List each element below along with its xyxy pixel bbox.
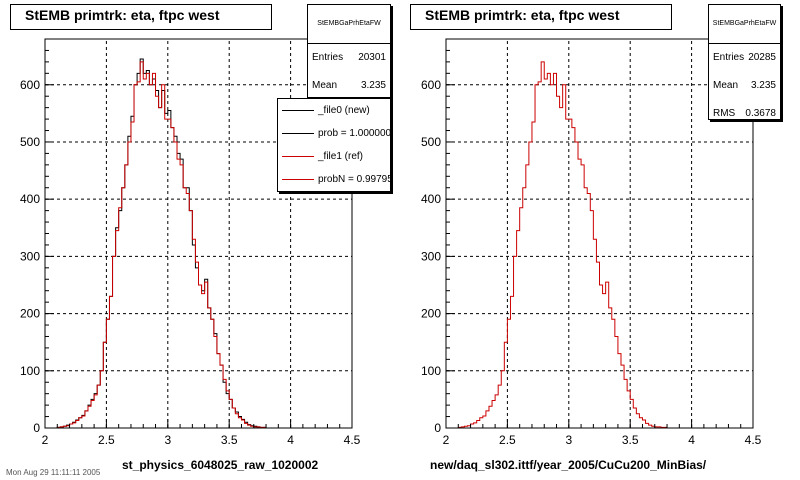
panel-1-xlabel: st_physics_6048025_raw_1020002 [122,458,319,472]
legend-line-red [282,156,314,157]
y-tick-label: 200 [421,307,441,321]
stats-row-entries: Entries 20285 [713,52,776,63]
y-tick-label: 400 [20,192,40,206]
legend-item: _file1 (ref) [278,145,390,168]
y-tick-label: 100 [20,364,40,378]
stats-row-mean: Mean 3.235 [312,80,386,91]
x-tick-label: 4.5 [344,433,361,447]
y-tick-label: 0 [434,421,441,435]
stats-row-mean: Mean 3.235 [713,80,776,91]
legend-item: prob = 1.000000 [278,122,390,145]
panel-1-stats-box: StEMBGaPrhEtaFW Entries 20301 Mean 3.235 [307,4,391,98]
x-tick-label: 2.5 [98,433,115,447]
x-tick-label: 3.5 [221,433,238,447]
panel-2-xlabel: new/daq_sl302.ittf/year_2005/CuCu200_Min… [430,458,707,472]
x-tick-label: 2 [42,433,49,447]
legend-item: _file0 (new) [278,99,390,122]
y-tick-label: 600 [20,78,40,92]
y-tick-label: 600 [421,78,441,92]
x-tick-label: 4 [688,433,695,447]
footer-timestamp: Mon Aug 29 11:11:11 2005 [6,468,101,477]
plot-area [446,39,753,428]
legend-line-black [282,133,314,134]
stats-box-name: StEMBGaPrhEtaFW [308,5,390,44]
x-tick-label: 3 [565,433,572,447]
panel-1-title: StEMB primtrk: eta, ftpc west [10,4,272,30]
y-tick-label: 300 [20,249,40,263]
panel-1-legend: _file0 (new) prob = 1.000000 _file1 (ref… [277,98,391,192]
stats-box-name: StEMBGaPrhEtaFW [709,5,780,44]
legend-line-black [282,110,314,111]
y-tick-label: 400 [421,192,441,206]
y-tick-label: 100 [421,364,441,378]
x-tick-label: 2.5 [499,433,516,447]
y-tick-label: 300 [421,249,441,263]
x-tick-label: 3.5 [622,433,639,447]
y-tick-label: 200 [20,307,40,321]
y-tick-label: 0 [33,421,40,435]
y-tick-label: 500 [20,135,40,149]
x-tick-label: 4 [287,433,294,447]
x-tick-label: 4.5 [745,433,762,447]
legend-item: probN = 0.997957 [278,168,390,191]
panel-2-stats-box: StEMBGaPrhEtaFW Entries 20285 Mean 3.235… [708,4,781,120]
stats-row-rms: RMS 0.3678 [713,108,776,119]
x-tick-label: 3 [164,433,171,447]
x-tick-label: 2 [443,433,450,447]
stats-row-entries: Entries 20301 [312,52,386,63]
y-tick-label: 500 [421,135,441,149]
legend-line-red [282,179,314,180]
panel-2-title: StEMB primtrk: eta, ftpc west [410,4,672,30]
